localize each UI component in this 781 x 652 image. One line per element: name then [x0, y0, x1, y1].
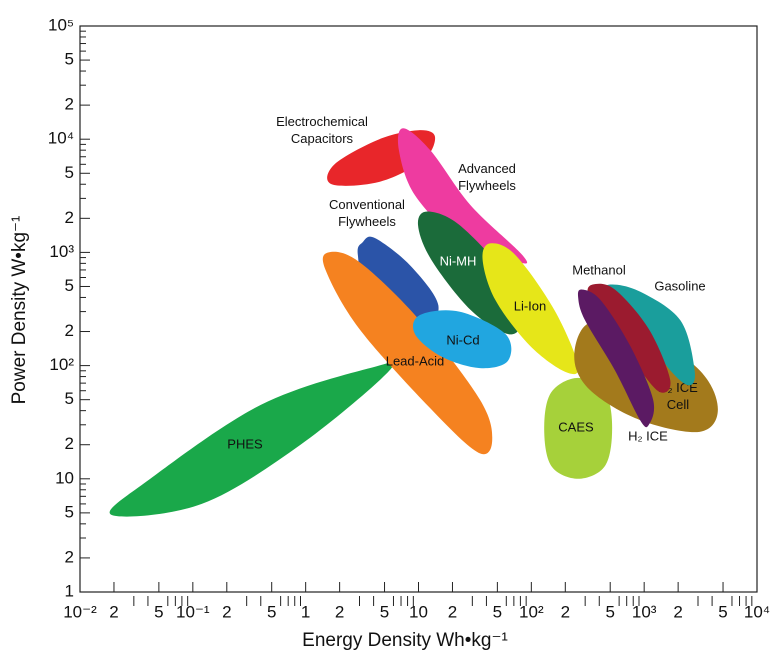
region — [482, 243, 579, 375]
x-tick-label: 10² — [519, 602, 544, 621]
y-tick-label: 5 — [65, 276, 74, 295]
y-tick-label: 5 — [65, 389, 74, 408]
region — [322, 251, 493, 455]
y-tick-label: 5 — [65, 502, 74, 521]
y-tick-label: 10 — [55, 468, 74, 487]
region-label: Gasoline — [654, 278, 705, 293]
x-tick-label: 5 — [267, 602, 276, 621]
region-label: Advanced — [458, 161, 516, 176]
region — [417, 211, 521, 335]
region-label: Cell — [667, 397, 690, 412]
y-tick-label: 5 — [65, 163, 74, 182]
y-tick-label: 5 — [65, 50, 74, 69]
region-label: Capacitors — [291, 131, 354, 146]
y-tick-label: 2 — [65, 434, 74, 453]
x-tick-label: 10⁻² — [63, 602, 97, 621]
x-tick-label: 5 — [718, 602, 727, 621]
x-tick-label: 2 — [222, 602, 231, 621]
region-label: Flywheels — [458, 178, 516, 193]
x-tick-label: 2 — [561, 602, 570, 621]
region — [577, 289, 655, 428]
y-tick-label: 2 — [65, 547, 74, 566]
region-label: CAES — [558, 419, 594, 434]
region-label: Lead-Acid — [386, 353, 445, 368]
x-tick-label: 10⁴ — [744, 602, 770, 621]
region — [544, 377, 613, 479]
y-tick-label: 2 — [65, 95, 74, 114]
x-tick-label: 5 — [605, 602, 614, 621]
y-tick-label: 2 — [65, 208, 74, 227]
x-tick-label: 5 — [493, 602, 502, 621]
region-label: Ni-Cd — [446, 332, 479, 347]
y-axis-title: Power Density W•kg⁻¹ — [9, 216, 30, 405]
x-tick-label: 1 — [301, 602, 310, 621]
x-tick-label: 2 — [109, 602, 118, 621]
x-tick-label: 2 — [335, 602, 344, 621]
x-tick-label: 2 — [448, 602, 457, 621]
region — [397, 128, 528, 264]
region — [109, 362, 395, 517]
region — [412, 310, 512, 369]
region-label: Conventional — [329, 197, 405, 212]
x-tick-label: 5 — [380, 602, 389, 621]
y-tick-label: 10² — [49, 355, 74, 374]
region-label: Methanol — [572, 262, 626, 277]
region-label: Ni-MH — [440, 253, 477, 268]
region-label: Li-Ion — [514, 298, 547, 313]
y-tick-label: 1 — [65, 581, 74, 600]
region-label: Electrochemical — [276, 114, 368, 129]
x-tick-label: 5 — [154, 602, 163, 621]
x-tick-label: 10 — [409, 602, 428, 621]
region-label: Flywheels — [338, 214, 396, 229]
x-tick-label: 10³ — [632, 602, 657, 621]
y-tick-label: 2 — [65, 321, 74, 340]
x-tick-label: 2 — [673, 602, 682, 621]
region-label: PHES — [227, 436, 263, 451]
region-label: H₂ ICE — [628, 428, 668, 443]
y-tick-label: 10³ — [49, 242, 74, 261]
x-axis-title: Energy Density Wh•kg⁻¹ — [302, 630, 508, 651]
y-tick-label: 10⁴ — [48, 129, 74, 148]
x-tick-label: 10⁻¹ — [176, 602, 210, 621]
y-tick-label: 10⁵ — [48, 15, 74, 34]
